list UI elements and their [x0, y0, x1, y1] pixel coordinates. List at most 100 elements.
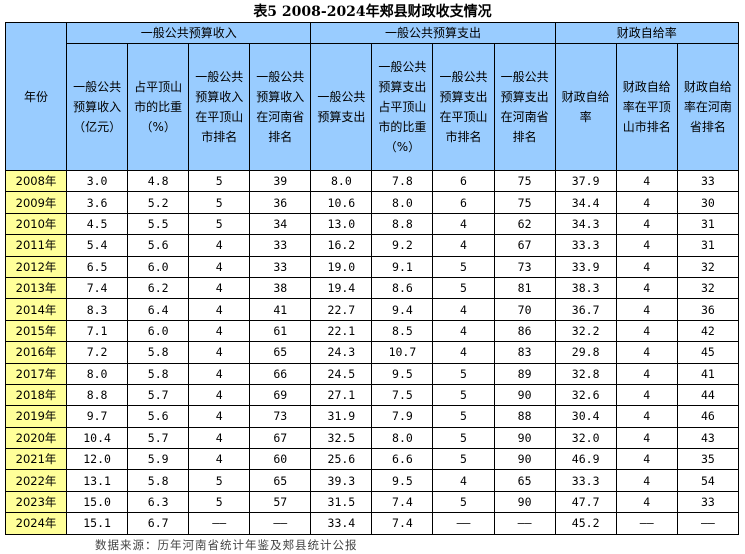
value-cell: 4	[615, 319, 678, 343]
value-cell: 29.8	[554, 341, 617, 364]
value-cell: 60	[249, 448, 312, 471]
value-cell: 4	[615, 362, 678, 385]
value-cell: 4	[188, 319, 251, 343]
table-row: 2024年 15.1 6.7 —— —— 33.4 7.4 —— —— 45.2 —— ——	[4, 512, 740, 535]
value-cell: 34	[249, 212, 312, 236]
value-cell: 90	[493, 383, 556, 407]
value-cell: 46.9	[554, 448, 617, 471]
value-cell: 8.3	[66, 298, 129, 321]
value-cell: 19.4	[310, 276, 373, 300]
value-cell: 10.7	[371, 341, 434, 364]
value-cell: 38.3	[554, 276, 617, 300]
year-cell: 2024年	[4, 512, 68, 535]
value-cell: 31.5	[310, 490, 373, 514]
column-header: 一般公共预算支出在河南省排名	[493, 43, 556, 171]
value-cell: 4	[432, 212, 495, 236]
value-cell: 16.2	[310, 234, 373, 257]
value-cell: 5	[432, 362, 495, 385]
year-cell: 2020年	[4, 426, 68, 450]
value-cell: 8.8	[371, 212, 434, 236]
value-cell: 88	[493, 405, 556, 428]
value-cell: 33	[676, 490, 740, 514]
value-cell: 41	[676, 362, 740, 385]
value-cell: 33.9	[554, 255, 617, 278]
value-cell: ——	[188, 512, 251, 535]
year-cell: 2016年	[4, 341, 68, 364]
value-cell: 5	[432, 448, 495, 471]
table-row: 2010年 4.5 5.5 5 34 13.0 8.8 4 62 34.3 4 31	[4, 212, 740, 236]
value-cell: 30	[676, 191, 740, 214]
value-cell: 67	[493, 234, 556, 257]
value-cell: 4	[188, 276, 251, 300]
value-cell: 5	[188, 212, 251, 236]
year-cell: 2022年	[4, 469, 68, 492]
group-expenditure: 一般公共预算支出	[310, 22, 556, 44]
value-cell: 8.0	[310, 169, 373, 193]
value-cell: 5	[432, 276, 495, 300]
value-cell: 34.3	[554, 212, 617, 236]
value-cell: 9.5	[371, 469, 434, 492]
value-cell: 46	[676, 405, 740, 428]
value-cell: 4	[432, 234, 495, 257]
value-cell: 36.7	[554, 298, 617, 321]
header-year: 年份	[4, 22, 68, 171]
value-cell: 4	[615, 383, 678, 407]
table-row: 2012年 6.5 6.0 4 33 19.0 9.1 5 73 33.9 4 32	[4, 255, 740, 278]
value-cell: 33.4	[310, 512, 373, 535]
value-cell: 7.2	[66, 341, 129, 364]
value-cell: 4	[188, 405, 251, 428]
value-cell: 90	[493, 426, 556, 450]
value-cell: 45.2	[554, 512, 617, 535]
value-cell: 6.0	[127, 319, 190, 343]
year-cell: 2021年	[4, 448, 68, 471]
value-cell: 5.5	[127, 212, 190, 236]
value-cell: 9.5	[371, 362, 434, 385]
value-cell: 22.1	[310, 319, 373, 343]
table-row: 2023年 15.0 6.3 5 57 31.5 7.4 5 90 47.7 4 33	[4, 490, 740, 514]
value-cell: ——	[249, 512, 312, 535]
value-cell: 4	[432, 341, 495, 364]
value-cell: 37.9	[554, 169, 617, 193]
column-header: 占平顶山市的比重（%）	[127, 43, 190, 171]
value-cell: 4	[615, 469, 678, 492]
value-cell: 4	[615, 191, 678, 214]
value-cell: 7.4	[371, 512, 434, 535]
value-cell: 5	[188, 169, 251, 193]
table-row: 2022年 13.1 5.8 5 65 39.3 9.5 4 65 33.3 4 54	[4, 469, 740, 492]
value-cell: 7.1	[66, 319, 129, 343]
value-cell: 5.8	[127, 362, 190, 385]
value-cell: 4	[188, 448, 251, 471]
finance-table: 年份 一般公共预算收入 一般公共预算支出 财政自给率 一般公共预算收入（亿元）占…	[4, 22, 740, 535]
value-cell: 19.0	[310, 255, 373, 278]
value-cell: 3.0	[66, 169, 129, 193]
value-cell: ——	[615, 512, 678, 535]
value-cell: 5	[432, 426, 495, 450]
value-cell: 4	[615, 298, 678, 321]
table-row: 2019年 9.7 5.6 4 73 31.9 7.9 5 88 30.4 4 46	[4, 405, 740, 428]
value-cell: 4	[188, 255, 251, 278]
year-cell: 2023年	[4, 490, 68, 514]
value-cell: 6.4	[127, 298, 190, 321]
value-cell: 33.3	[554, 469, 617, 492]
value-cell: 15.1	[66, 512, 129, 535]
value-cell: 8.0	[66, 362, 129, 385]
value-cell: 8.0	[371, 426, 434, 450]
value-cell: 4	[615, 426, 678, 450]
value-cell: 5	[432, 383, 495, 407]
value-cell: 4	[188, 298, 251, 321]
year-cell: 2008年	[4, 169, 68, 193]
value-cell: 6	[432, 191, 495, 214]
value-cell: 90	[493, 448, 556, 471]
value-cell: 6.6	[371, 448, 434, 471]
value-cell: 4	[188, 383, 251, 407]
year-cell: 2015年	[4, 319, 68, 343]
value-cell: 54	[676, 469, 740, 492]
value-cell: 5	[188, 490, 251, 514]
value-cell: 61	[249, 319, 312, 343]
value-cell: 33	[249, 234, 312, 257]
value-cell: 4	[615, 234, 678, 257]
value-cell: 6.7	[127, 512, 190, 535]
table-row: 2014年 8.3 6.4 4 41 22.7 9.4 4 70 36.7 4 36	[4, 298, 740, 321]
value-cell: 4	[432, 319, 495, 343]
value-cell: 83	[493, 341, 556, 364]
